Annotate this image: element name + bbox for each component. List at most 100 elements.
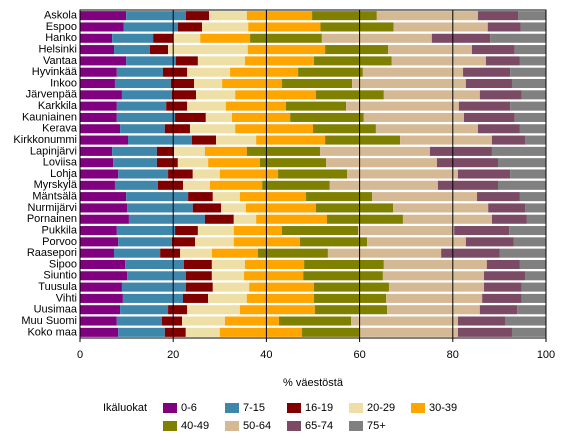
bar-segment <box>246 293 314 303</box>
bar-segment <box>388 282 485 292</box>
bar-segment <box>521 282 546 292</box>
bar-segment <box>205 112 232 122</box>
bar-segment <box>465 78 512 89</box>
bar-segment <box>509 226 546 236</box>
bar-segment <box>315 203 394 213</box>
x-axis-label: % väestöstä <box>283 377 344 389</box>
legend-label: 20-29 <box>367 402 395 414</box>
bar-segment <box>233 214 257 224</box>
legend-label: 40-49 <box>181 420 209 432</box>
bar-segment <box>313 124 376 134</box>
bar-segment <box>156 146 175 156</box>
bar-segment <box>485 56 520 66</box>
bar-segment <box>80 146 113 156</box>
bar-segment <box>114 180 158 190</box>
bar-segment <box>188 192 213 202</box>
bar-segment <box>437 180 499 190</box>
bar-segment <box>519 259 546 270</box>
plot-frame <box>79 9 547 339</box>
legend-label: 16-19 <box>305 402 333 414</box>
x-tick-label: 100 <box>537 349 555 361</box>
y-tick-label: Helsinki <box>38 43 77 55</box>
bar-segment <box>120 124 165 134</box>
bar-segment <box>211 248 259 258</box>
bar-segment <box>196 90 236 100</box>
bar-segment <box>80 90 122 100</box>
bar-segment <box>221 203 246 213</box>
bar-segment <box>463 67 511 77</box>
y-tick-label: Kauniainen <box>22 111 77 123</box>
bar-segment <box>210 180 263 190</box>
y-tick-label: Kerava <box>42 123 78 135</box>
bar-segment <box>484 271 526 281</box>
bar-segment <box>171 90 197 100</box>
bar-segment <box>491 146 546 156</box>
bar-segment <box>320 22 394 32</box>
bar-segment <box>187 305 240 315</box>
bar-segment <box>200 33 251 43</box>
bar-segment <box>304 259 384 270</box>
bar-segment <box>306 192 373 202</box>
bar-segment <box>80 282 122 292</box>
bar-segment <box>224 316 279 326</box>
bar-segment <box>116 316 163 326</box>
bar-segment <box>457 316 505 326</box>
bar-segment <box>197 226 234 236</box>
bar-segment <box>329 180 438 190</box>
bar-segment <box>491 214 527 224</box>
bar-segment <box>191 135 217 145</box>
bar-segment <box>175 226 198 236</box>
bar-segment <box>346 101 459 111</box>
bar-segment <box>80 327 119 337</box>
bar-segment <box>175 56 198 66</box>
bar-segment <box>168 305 188 315</box>
legend-label: 75+ <box>367 420 386 432</box>
bar-segment <box>510 169 546 179</box>
bar-segment <box>185 271 212 281</box>
bar-segment <box>123 22 178 32</box>
bar-segment <box>290 112 364 122</box>
bar-segment <box>362 67 464 77</box>
bar-segment <box>359 327 458 337</box>
bar-segment <box>246 11 313 21</box>
bar-segment <box>382 271 485 281</box>
bar-segment <box>80 45 115 55</box>
bar-segment <box>520 22 546 32</box>
bar-segment <box>319 146 430 156</box>
y-tick-label: Myrskylä <box>34 179 78 191</box>
bar-segment <box>112 33 154 43</box>
bar-segment <box>187 101 226 111</box>
bar-segment <box>113 158 157 168</box>
bar-segment <box>185 327 220 337</box>
bar-segment <box>245 203 316 213</box>
bar-segment <box>244 271 304 281</box>
bar-segment <box>168 45 248 55</box>
bar-segment <box>521 293 546 303</box>
bar-segment <box>386 293 483 303</box>
bar-segment <box>194 78 223 89</box>
bar-segment <box>486 259 520 270</box>
bar-segment <box>519 124 546 134</box>
bar-segment <box>244 259 305 270</box>
bar-segment <box>313 282 389 292</box>
bar-segment <box>80 78 115 89</box>
bar-segment <box>376 11 478 21</box>
legend-swatch <box>163 421 177 431</box>
bar-segment <box>80 214 129 224</box>
bar-segment <box>168 169 193 179</box>
bar-segment <box>347 169 458 179</box>
legend-label: 30-39 <box>429 402 457 414</box>
bar-segment <box>313 56 392 66</box>
bar-segment <box>431 33 491 43</box>
bar-segment <box>301 327 360 337</box>
bar-segment <box>314 305 388 315</box>
bar-segment <box>235 90 316 100</box>
bar-segment <box>171 237 196 247</box>
bar-segment <box>321 33 432 43</box>
bar-segment <box>182 180 211 190</box>
bar-segment <box>80 22 124 32</box>
bar-segment <box>156 158 178 168</box>
bar-segment <box>325 45 389 55</box>
bar-segment <box>249 282 314 292</box>
